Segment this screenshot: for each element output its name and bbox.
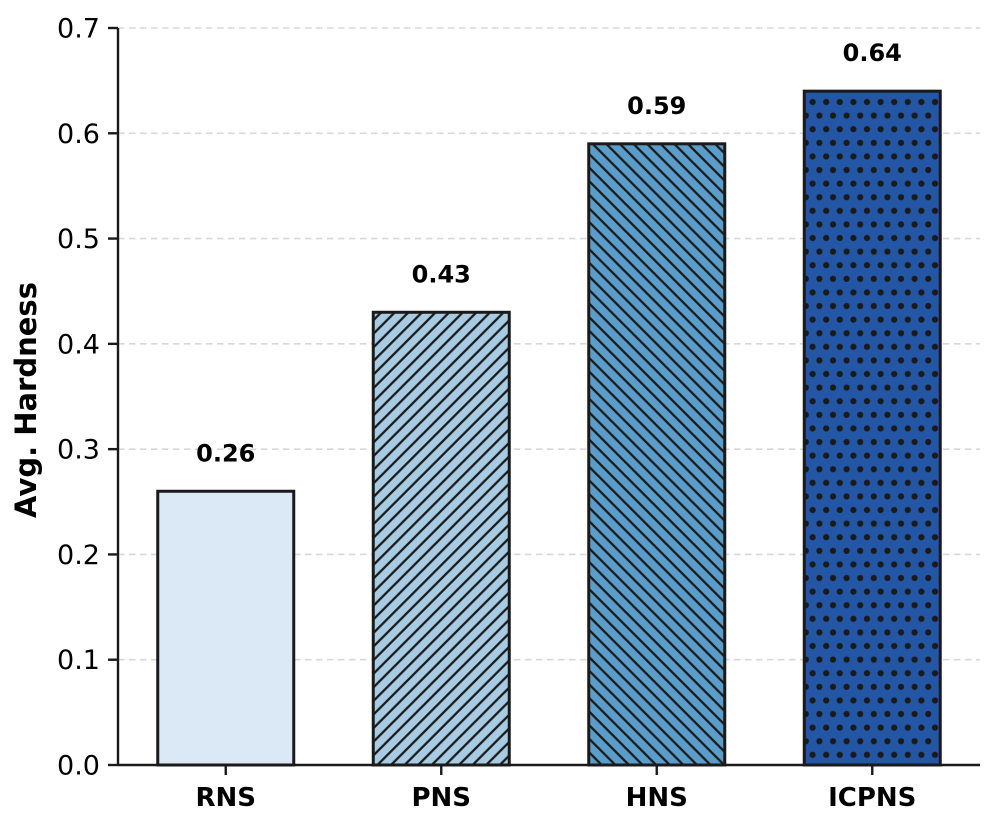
- y-tick-label: 0.7: [57, 14, 100, 45]
- bar-hatch: [804, 91, 941, 765]
- bar-fill: [157, 491, 294, 765]
- y-tick-label: 0.1: [57, 645, 100, 676]
- bar-value-label: 0.43: [412, 260, 471, 288]
- bar-group-hns: 0.59: [587, 92, 727, 767]
- y-tick-label: 0.4: [57, 329, 100, 360]
- bar-value-label: 0.64: [843, 39, 902, 67]
- x-tick-label-icpns: ICPNS: [828, 783, 916, 813]
- bar-value-label: 0.59: [627, 92, 686, 120]
- y-tick-label: 0.2: [57, 540, 100, 571]
- x-tick-label-hns: HNS: [626, 783, 688, 813]
- bar-group-pns: 0.43: [371, 260, 511, 767]
- x-tick-label-rns: RNS: [195, 783, 256, 813]
- y-tick-label: 0.6: [57, 119, 100, 150]
- bar-hatch: [373, 312, 510, 765]
- bar-hatch: [588, 143, 725, 766]
- y-tick-label: 0.5: [57, 224, 100, 255]
- y-tick-label: 0.3: [57, 435, 100, 466]
- bar-group-icpns: 0.64: [802, 39, 942, 767]
- y-axis-label: Avg. Hardness: [9, 282, 43, 518]
- x-tick-label-pns: PNS: [411, 783, 471, 813]
- bar-value-label: 0.26: [196, 439, 255, 467]
- bar-group-rns: 0.26: [156, 439, 296, 767]
- y-tick-label: 0.0: [57, 751, 100, 782]
